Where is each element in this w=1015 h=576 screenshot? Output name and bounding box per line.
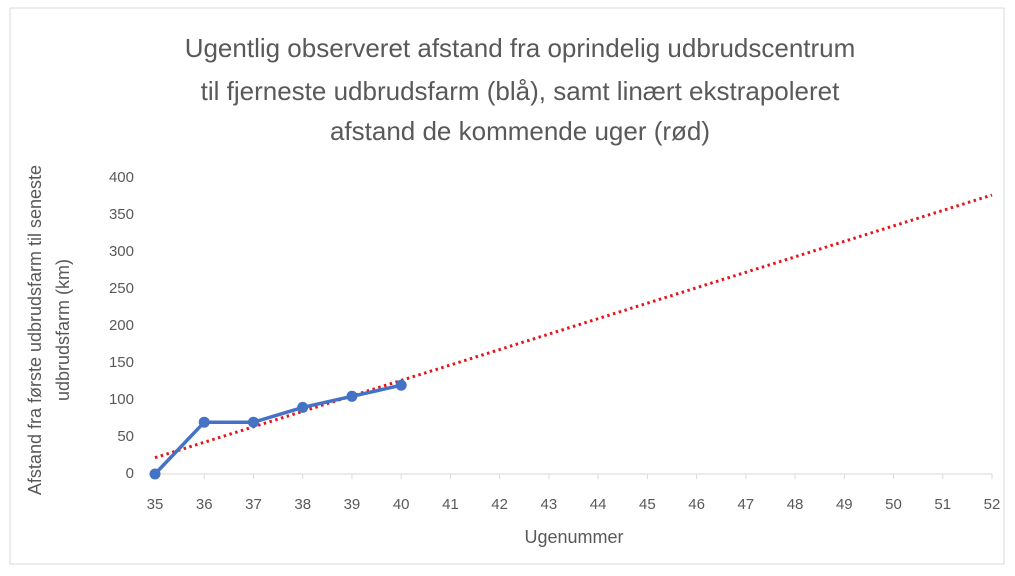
trend-line [154, 193, 993, 460]
chart-title: afstand de kommende uger (rød) [330, 116, 710, 146]
x-tick-label: 43 [541, 496, 558, 513]
x-tick-label: 39 [344, 496, 361, 513]
y-axis-label: udbrudsfarm (km) [53, 259, 73, 401]
chart-title: til fjerneste udbrudsfarm (blå), samt li… [201, 76, 840, 106]
x-tick-label: 44 [590, 496, 607, 513]
y-tick-label: 250 [109, 280, 134, 297]
x-tick-label: 51 [934, 496, 951, 513]
x-tick-label: 42 [491, 496, 508, 513]
y-tick-label: 0 [126, 465, 134, 482]
point [198, 416, 210, 428]
x-tick-label: 45 [639, 496, 656, 513]
y-tick-label: 150 [109, 354, 134, 371]
x-tick-label: 36 [196, 496, 213, 513]
x-tick-label: 49 [836, 496, 853, 513]
x-tick-label: 52 [984, 496, 1001, 513]
x-axis-label: Ugenummer [524, 527, 623, 547]
x-tick-label: 50 [885, 496, 902, 513]
y-tick-label: 350 [109, 206, 134, 223]
y-tick-label: 100 [109, 391, 134, 408]
x-tick-label: 38 [294, 496, 311, 513]
y-tick-label: 300 [109, 243, 134, 260]
y-tick-label: 200 [109, 317, 134, 334]
chart-frame [9, 7, 1005, 565]
y-tick-label: 50 [117, 428, 134, 445]
point [395, 379, 407, 391]
x-tick-label: 48 [787, 496, 804, 513]
point [149, 468, 161, 480]
chart-title: Ugentlig observeret afstand fra oprindel… [185, 33, 856, 63]
x-tick-label: 46 [688, 496, 705, 513]
point [346, 390, 358, 402]
x-tick-label: 37 [245, 496, 262, 513]
y-axis-label: Afstand fra første udbrudsfarm til senes… [25, 165, 45, 495]
y-tick-label: 400 [109, 169, 134, 186]
x-tick-label: 41 [442, 496, 459, 513]
point [297, 401, 309, 413]
x-tick-label: 35 [147, 496, 164, 513]
x-tick-label: 40 [393, 496, 410, 513]
x-tick-label: 47 [737, 496, 754, 513]
series-line [153, 383, 402, 476]
point [247, 416, 259, 428]
